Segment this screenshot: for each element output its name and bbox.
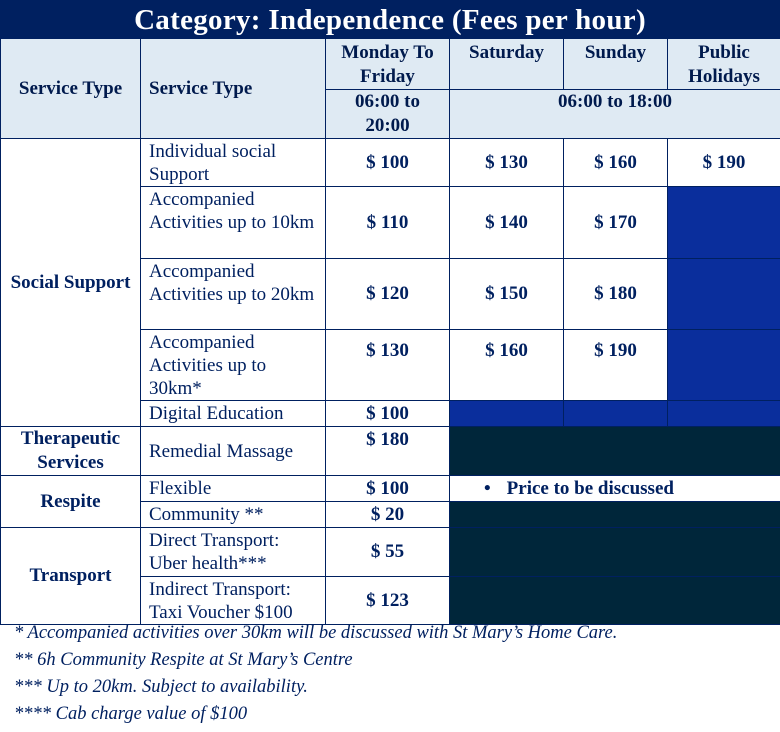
header-hours-row: 06:00 to 20:00 06:00 to 18:00	[1, 89, 780, 139]
service-cell: Accompanied Activities up to 10km	[140, 186, 326, 259]
unavailable-cell	[667, 400, 780, 427]
price-sunday: $ 180	[563, 258, 668, 330]
price-note: • Price to be discussed	[449, 475, 780, 502]
unavailable-cell	[449, 426, 780, 476]
header-weekend-hours: 06:00 to 18:00	[449, 89, 780, 139]
table-row: Respite Flexible $ 100 • Price to be disc…	[0, 475, 780, 528]
price-saturday: $ 140	[449, 186, 564, 259]
header-weekday: Monday To Friday	[325, 38, 450, 90]
table-row: Accompanied Activities up to 30km* $ 130…	[1, 329, 780, 401]
unavailable-cell	[449, 527, 780, 577]
table-row: Accompanied Activities up to 20km $ 120 …	[1, 258, 780, 330]
category-respite: Respite	[0, 475, 141, 528]
price-sunday: $ 190	[563, 329, 668, 401]
service-cell: Indirect Transport: Taxi Voucher $100	[140, 576, 326, 625]
table-row: Accompanied Activities up to 10km $ 110 …	[1, 186, 780, 259]
price-weekday: $ 120	[325, 258, 450, 330]
header-row: Service Type Service Type Monday To Frid…	[0, 38, 780, 139]
service-cell: Direct Transport: Uber health***	[140, 527, 326, 577]
service-cell: Digital Education	[140, 400, 326, 427]
header-service-type-2: Service Type	[140, 38, 326, 139]
table-row: Indirect Transport: Taxi Voucher $100 $ …	[1, 576, 780, 625]
service-cell: Community **	[140, 501, 326, 528]
footnote: *** Up to 20km. Subject to availability.	[14, 677, 308, 697]
price-holiday: $ 190	[667, 138, 780, 187]
header-saturday: Saturday	[449, 38, 564, 90]
price-weekday: $ 123	[325, 576, 450, 625]
table-row: Therapeutic Services Remedial Massage $ …	[0, 426, 780, 476]
price-sunday: $ 160	[563, 138, 668, 187]
price-saturday: $ 150	[449, 258, 564, 330]
price-weekday: $ 100	[325, 400, 450, 427]
unavailable-cell	[667, 258, 780, 330]
unavailable-cell	[667, 186, 780, 259]
price-sunday: $ 170	[563, 186, 668, 259]
unavailable-cell	[563, 400, 668, 427]
header-weekday-hours: 06:00 to 20:00	[325, 89, 450, 139]
footnote: ** 6h Community Respite at St Mary’s Cen…	[14, 650, 353, 670]
table-row: Community ** $ 20	[1, 501, 780, 528]
table-row: Social Support Individual social Support…	[0, 138, 780, 427]
bullet-icon: •	[484, 477, 491, 499]
price-weekday: $ 55	[325, 527, 450, 577]
header-sunday: Sunday	[563, 38, 668, 90]
unavailable-cell	[449, 400, 564, 427]
header-public-holidays: Public Holidays	[667, 38, 780, 90]
service-cell: Remedial Massage	[140, 426, 326, 476]
price-weekday: $ 20	[325, 501, 450, 528]
page-title: Category: Independence (Fees per hour)	[0, 0, 780, 38]
header-service-type-1: Service Type	[0, 38, 141, 139]
price-weekday: $ 100	[325, 138, 450, 187]
price-note-text: Price to be discussed	[506, 477, 674, 499]
service-cell: Individual social Support	[140, 138, 326, 187]
price-weekday: $ 130	[325, 329, 450, 401]
unavailable-cell	[449, 576, 780, 625]
price-weekday: $ 100	[325, 475, 450, 502]
fees-table: Service Type Service Type Monday To Frid…	[0, 38, 780, 625]
table-row: Transport Direct Transport: Uber health*…	[0, 527, 780, 625]
price-saturday: $ 130	[449, 138, 564, 187]
unavailable-cell	[449, 501, 780, 528]
category-social-support: Social Support	[0, 138, 141, 427]
service-cell: Accompanied Activities up to 30km*	[140, 329, 326, 401]
service-cell: Flexible	[140, 475, 326, 502]
price-weekday: $ 180	[325, 426, 450, 476]
footnote: **** Cab charge value of $100	[14, 704, 248, 724]
footnote: * Accompanied activities over 30km will …	[14, 623, 618, 643]
table-row: Digital Education $ 100	[1, 400, 780, 427]
price-weekday: $ 110	[325, 186, 450, 259]
service-cell: Accompanied Activities up to 20km	[140, 258, 326, 330]
unavailable-cell	[667, 329, 780, 401]
price-saturday: $ 160	[449, 329, 564, 401]
category-transport: Transport	[0, 527, 141, 625]
footnotes: * Accompanied activities over 30km will …	[14, 620, 617, 728]
category-therapeutic: Therapeutic Services	[0, 426, 141, 476]
